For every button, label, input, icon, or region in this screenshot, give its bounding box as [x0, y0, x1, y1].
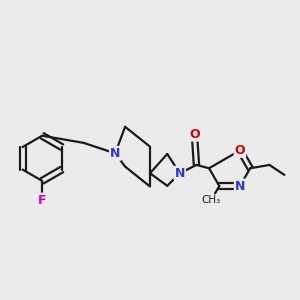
Text: CH₃: CH₃ [201, 195, 221, 205]
Text: N: N [235, 180, 245, 193]
Text: N: N [110, 147, 120, 160]
Text: F: F [38, 194, 46, 207]
Text: O: O [235, 144, 245, 157]
Text: O: O [190, 128, 200, 141]
Text: N: N [175, 167, 185, 180]
